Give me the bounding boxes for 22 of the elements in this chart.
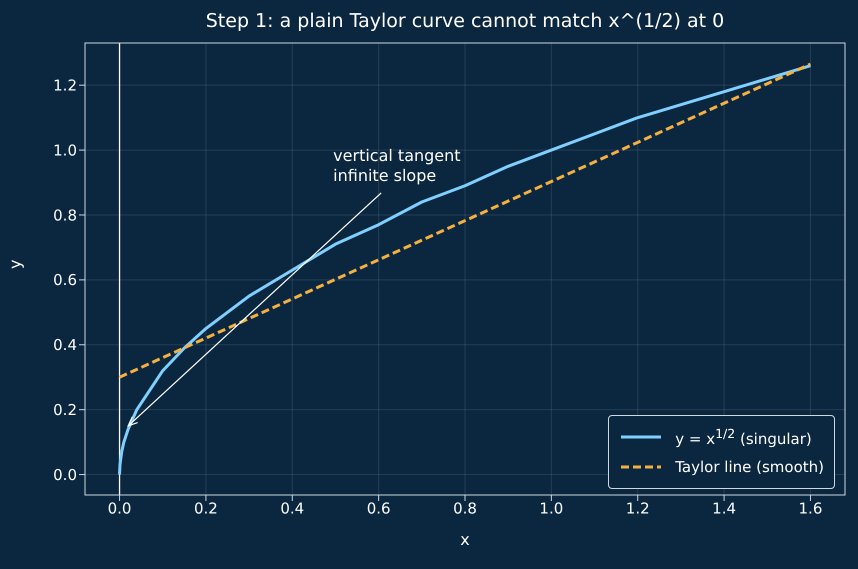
x-tick-label: 0.2 [194, 500, 218, 518]
legend-label: Taylor line (smooth) [675, 458, 824, 476]
x-tick-label: 1.6 [798, 500, 822, 518]
annotation: vertical tangent infinite slope [333, 146, 461, 185]
y-tick-label: 0.2 [53, 400, 77, 419]
x-axis-title: x [460, 530, 470, 549]
legend-label: y = x$^{1/2}$ (singular) [675, 426, 812, 448]
x-tick-label: 1.2 [626, 500, 650, 518]
x-tick-label: 1.0 [539, 500, 564, 518]
x-tick-label: 0.4 [280, 500, 304, 518]
x-tick-label: 0.0 [108, 500, 132, 518]
y-tick-label: 0.6 [53, 271, 77, 290]
y-tick-label: 0.4 [53, 336, 77, 354]
x-tick-label: 1.4 [712, 500, 736, 518]
y-tick-label: 1.0 [53, 141, 77, 160]
chart-title: Step 1: a plain Taylor curve cannot match x^(1/2) at 0 [204, 10, 726, 32]
y-axis-title: y [6, 260, 25, 269]
y-tick-label: 1.2 [53, 76, 77, 95]
y-tick-label: 0.0 [53, 466, 77, 484]
y-tick-label: 0.8 [53, 206, 77, 224]
x-tick-label: 0.6 [366, 500, 391, 518]
x-tick-label: 0.8 [453, 500, 477, 518]
